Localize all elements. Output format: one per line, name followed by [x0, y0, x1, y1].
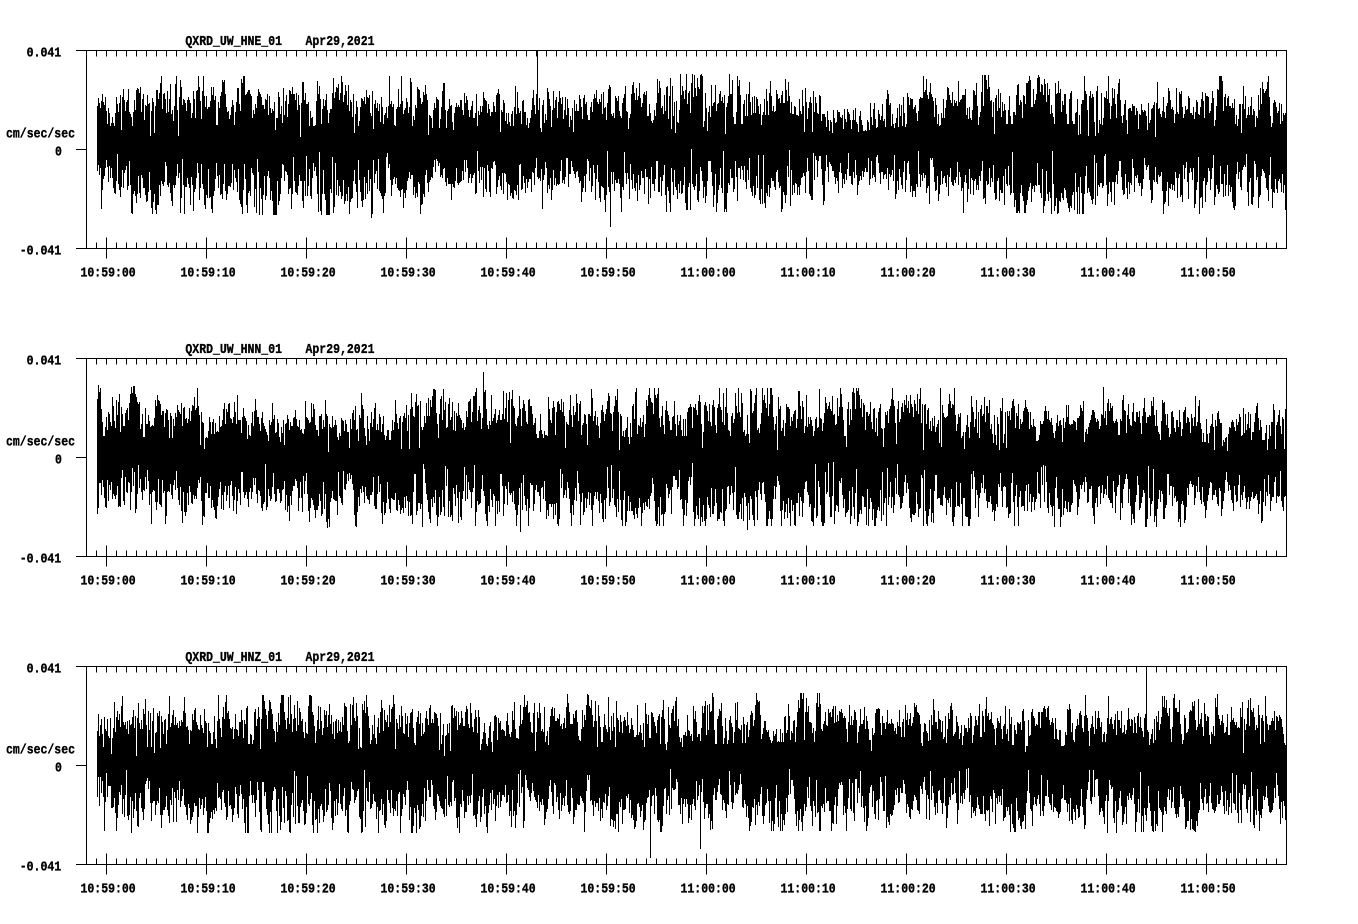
svg-text:11:00:50: 11:00:50	[1181, 882, 1236, 898]
svg-text:10:59:40: 10:59:40	[481, 574, 536, 590]
svg-text:11:00:20: 11:00:20	[881, 882, 936, 898]
svg-text:11:00:50: 11:00:50	[1181, 266, 1236, 282]
svg-text:QXRD_UW_HNE_01: QXRD_UW_HNE_01	[185, 34, 282, 50]
svg-text:10:59:50: 10:59:50	[581, 266, 636, 282]
svg-text:10:59:00: 10:59:00	[81, 266, 136, 282]
svg-text:Apr29,2021: Apr29,2021	[306, 650, 375, 666]
svg-text:11:00:00: 11:00:00	[681, 266, 736, 282]
svg-text:11:00:40: 11:00:40	[1081, 882, 1136, 898]
svg-text:0: 0	[55, 452, 62, 468]
svg-text:10:59:40: 10:59:40	[481, 266, 536, 282]
svg-text:11:00:10: 11:00:10	[781, 882, 836, 898]
svg-text:10:59:30: 10:59:30	[381, 266, 436, 282]
svg-text:10:59:10: 10:59:10	[181, 574, 236, 590]
svg-text:0.041: 0.041	[27, 661, 62, 677]
svg-text:10:59:50: 10:59:50	[581, 882, 636, 898]
svg-text:10:59:40: 10:59:40	[481, 882, 536, 898]
svg-text:11:00:50: 11:00:50	[1181, 574, 1236, 590]
svg-text:10:59:20: 10:59:20	[281, 882, 336, 898]
svg-text:11:00:00: 11:00:00	[681, 882, 736, 898]
svg-text:11:00:30: 11:00:30	[981, 574, 1036, 590]
svg-text:10:59:30: 10:59:30	[381, 574, 436, 590]
svg-text:0: 0	[55, 760, 62, 776]
svg-text:0.041: 0.041	[27, 45, 62, 61]
svg-text:11:00:40: 11:00:40	[1081, 574, 1136, 590]
svg-text:10:59:00: 10:59:00	[81, 574, 136, 590]
svg-text:cm/sec/sec: cm/sec/sec	[6, 434, 75, 450]
svg-text:-0.041: -0.041	[20, 243, 61, 259]
svg-text:11:00:10: 11:00:10	[781, 574, 836, 590]
svg-text:11:00:40: 11:00:40	[1081, 266, 1136, 282]
svg-text:cm/sec/sec: cm/sec/sec	[6, 742, 75, 758]
svg-text:11:00:10: 11:00:10	[781, 266, 836, 282]
svg-text:-0.041: -0.041	[20, 551, 61, 567]
svg-text:11:00:30: 11:00:30	[981, 266, 1036, 282]
svg-text:-0.041: -0.041	[20, 859, 61, 875]
svg-text:10:59:50: 10:59:50	[581, 574, 636, 590]
svg-text:10:59:30: 10:59:30	[381, 882, 436, 898]
svg-text:cm/sec/sec: cm/sec/sec	[6, 126, 75, 142]
svg-text:10:59:10: 10:59:10	[181, 266, 236, 282]
svg-text:QXRD_UW_HNN_01: QXRD_UW_HNN_01	[185, 342, 282, 358]
svg-text:0.041: 0.041	[27, 353, 62, 369]
svg-text:11:00:20: 11:00:20	[881, 266, 936, 282]
svg-text:11:00:00: 11:00:00	[681, 574, 736, 590]
svg-text:11:00:30: 11:00:30	[981, 882, 1036, 898]
svg-text:10:59:20: 10:59:20	[281, 266, 336, 282]
svg-text:0: 0	[55, 144, 62, 160]
svg-text:Apr29,2021: Apr29,2021	[306, 342, 375, 358]
svg-text:11:00:20: 11:00:20	[881, 574, 936, 590]
svg-text:QXRD_UW_HNZ_01: QXRD_UW_HNZ_01	[185, 650, 282, 666]
svg-text:10:59:20: 10:59:20	[281, 574, 336, 590]
svg-text:Apr29,2021: Apr29,2021	[306, 34, 375, 50]
svg-text:10:59:00: 10:59:00	[81, 882, 136, 898]
svg-text:10:59:10: 10:59:10	[181, 882, 236, 898]
